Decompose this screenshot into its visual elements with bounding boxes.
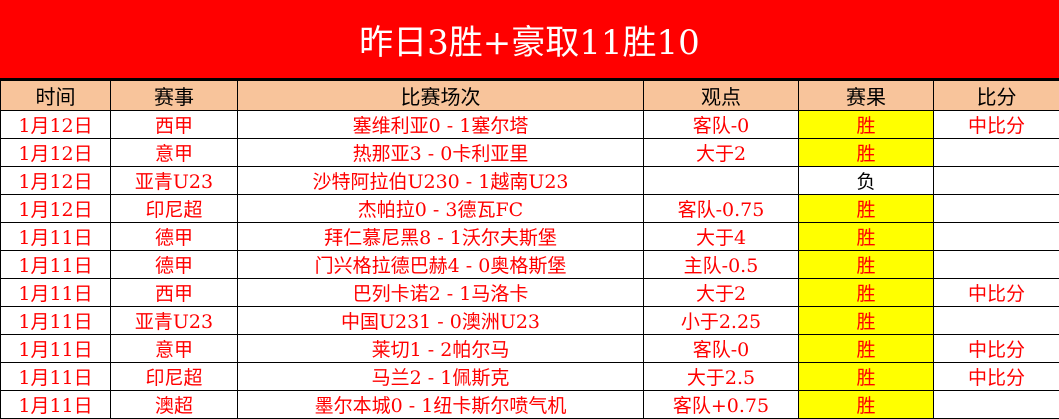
cell-result: 胜: [799, 307, 934, 335]
cell-time: 1月11日: [1, 363, 111, 391]
cell-result: 胜: [799, 139, 934, 167]
cell-result: 胜: [799, 251, 934, 279]
cell-view: 主队-0.5: [644, 251, 799, 279]
cell-league: 印尼超: [111, 195, 238, 223]
cell-score: 中比分: [934, 279, 1059, 307]
cell-result: 胜: [799, 111, 934, 139]
cell-view: 客队+0.75: [644, 391, 799, 419]
cell-match: 墨尔本城0 - 1纽卡斯尔喷气机: [238, 391, 644, 419]
cell-league: 德甲: [111, 251, 238, 279]
cell-time: 1月11日: [1, 223, 111, 251]
cell-view: 大于2: [644, 139, 799, 167]
page-title: 昨日3胜+豪取11胜10: [0, 0, 1059, 80]
cell-time: 1月12日: [1, 167, 111, 195]
cell-time: 1月11日: [1, 335, 111, 363]
cell-match: 热那亚3 - 0卡利亚里: [238, 139, 644, 167]
cell-match: 莱切1 - 2帕尔马: [238, 335, 644, 363]
header-league: 赛事: [111, 81, 238, 111]
cell-time: 1月11日: [1, 391, 111, 419]
cell-time: 1月12日: [1, 139, 111, 167]
cell-time: 1月12日: [1, 111, 111, 139]
cell-match: 沙特阿拉伯U230 - 1越南U23: [238, 167, 644, 195]
cell-match: 中国U231 - 0澳洲U23: [238, 307, 644, 335]
cell-result: 负: [799, 167, 934, 195]
header-score: 比分: [934, 81, 1059, 111]
cell-time: 1月11日: [1, 307, 111, 335]
cell-result: 胜: [799, 363, 934, 391]
cell-match: 拜仁慕尼黑8 - 1沃尔夫斯堡: [238, 223, 644, 251]
cell-match: 马兰2 - 1佩斯克: [238, 363, 644, 391]
cell-result: 胜: [799, 195, 934, 223]
results-table: 时间 赛事 比赛场次 观点 赛果 比分 1月12日西甲塞维利亚0 - 1塞尔塔客…: [0, 80, 1059, 419]
cell-view: 客队-0: [644, 111, 799, 139]
cell-score: [934, 307, 1059, 335]
cell-league: 印尼超: [111, 363, 238, 391]
cell-league: 意甲: [111, 335, 238, 363]
header-result: 赛果: [799, 81, 934, 111]
cell-score: [934, 139, 1059, 167]
cell-match: 杰帕拉0 - 3德瓦FC: [238, 195, 644, 223]
cell-view: 大于2: [644, 279, 799, 307]
header-time: 时间: [1, 81, 111, 111]
cell-score: [934, 223, 1059, 251]
cell-league: 亚青U23: [111, 167, 238, 195]
cell-league: 德甲: [111, 223, 238, 251]
cell-score: 中比分: [934, 111, 1059, 139]
cell-league: 西甲: [111, 111, 238, 139]
header-view: 观点: [644, 81, 799, 111]
cell-league: 西甲: [111, 279, 238, 307]
cell-league: 意甲: [111, 139, 238, 167]
cell-view: 小于2.25: [644, 307, 799, 335]
cell-score: [934, 391, 1059, 419]
cell-result: 胜: [799, 335, 934, 363]
header-row: 时间 赛事 比赛场次 观点 赛果 比分: [1, 81, 1059, 111]
cell-result: 胜: [799, 391, 934, 419]
cell-view: 客队-0.75: [644, 195, 799, 223]
cell-score: [934, 167, 1059, 195]
cell-score: [934, 251, 1059, 279]
header-match: 比赛场次: [238, 81, 644, 111]
cell-score: 中比分: [934, 335, 1059, 363]
cell-time: 1月11日: [1, 251, 111, 279]
cell-result: 胜: [799, 223, 934, 251]
cell-view: [644, 167, 799, 195]
cell-view: 客队-0: [644, 335, 799, 363]
cell-time: 1月12日: [1, 195, 111, 223]
cell-result: 胜: [799, 279, 934, 307]
cell-view: 大于4: [644, 223, 799, 251]
cell-match: 塞维利亚0 - 1塞尔塔: [238, 111, 644, 139]
cell-league: 澳超: [111, 391, 238, 419]
cell-view: 大于2.5: [644, 363, 799, 391]
cell-match: 门兴格拉德巴赫4 - 0奥格斯堡: [238, 251, 644, 279]
cell-match: 巴列卡诺2 - 1马洛卡: [238, 279, 644, 307]
cell-score: 中比分: [934, 363, 1059, 391]
cell-score: [934, 195, 1059, 223]
cell-league: 亚青U23: [111, 307, 238, 335]
cell-time: 1月11日: [1, 279, 111, 307]
